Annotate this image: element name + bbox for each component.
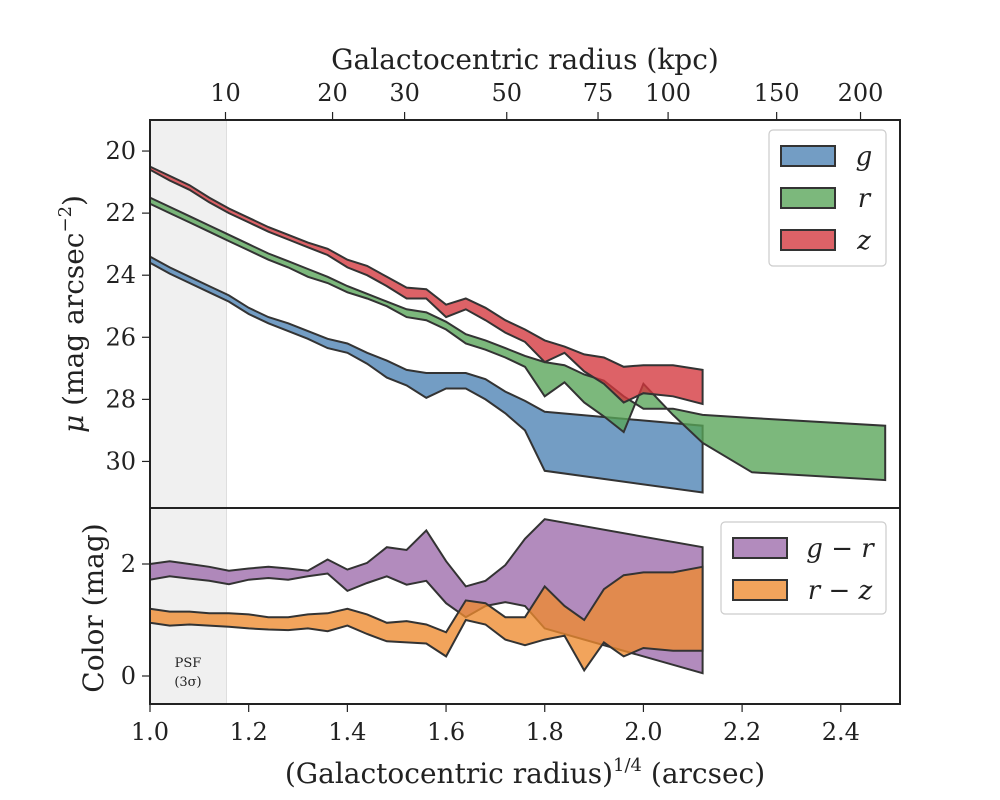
color-y-tick-label: 0 xyxy=(121,662,136,690)
x-tick-label: 2.4 xyxy=(822,718,860,746)
profile-legend: grz xyxy=(768,129,887,267)
top-tick-label: 30 xyxy=(389,79,420,107)
psf-label: PSF xyxy=(175,656,202,671)
color-y-tick-label: 2 xyxy=(121,550,136,578)
profile-legend-label: z xyxy=(856,226,871,256)
top-tick-label: 10 xyxy=(210,79,241,107)
x-tick-label: 1.8 xyxy=(526,718,564,746)
color-panel-frame xyxy=(149,507,901,705)
color-legend-label: g − r xyxy=(806,534,875,564)
profile-y-tick-label: 22 xyxy=(105,199,136,227)
profile-band-g xyxy=(149,254,704,494)
top-tick-label: 150 xyxy=(754,79,800,107)
profile-y-tick-label: 20 xyxy=(105,137,136,165)
color-band-rz xyxy=(149,565,704,673)
profile-legend-swatch xyxy=(780,229,836,251)
top-tick-label: 75 xyxy=(583,79,614,107)
profile-legend-label: r xyxy=(858,184,872,214)
psf-shaded-region-bottom xyxy=(150,508,227,704)
x-tick-label: 1.0 xyxy=(131,718,169,746)
psf-shaded-region-top xyxy=(150,120,227,508)
color-legend-swatch xyxy=(732,537,788,559)
profile-y-tick-label: 30 xyxy=(105,447,136,475)
color-legend: g − r r − z xyxy=(720,521,887,615)
axis-ticks: 1.0 1.2 1.4 1.6 1.8 2.0 2.2 2.410 20 30 50 75 100 150… xyxy=(105,79,883,746)
x-tick-label: 2.2 xyxy=(723,718,761,746)
profile-y-tick-label: 26 xyxy=(105,323,136,351)
x-tick-label: 1.6 xyxy=(427,718,465,746)
x-axis-label: (Galactocentric radius)1/4 (arcsec) xyxy=(285,755,765,790)
profile-legend-swatch xyxy=(780,145,836,167)
top-tick-label: 200 xyxy=(838,79,884,107)
top-axis-label: Galactocentric radius (kpc) xyxy=(331,43,719,76)
color-legend-label: r − z xyxy=(808,576,873,606)
profile-y-tick-label: 28 xyxy=(105,385,136,413)
top-tick-label: 50 xyxy=(491,79,522,107)
profile-band-r xyxy=(149,196,887,482)
psf-sigma-label: (3σ) xyxy=(174,675,201,690)
color-bands xyxy=(149,518,704,675)
color-legend-swatch xyxy=(732,579,788,601)
profile-y-tick-label: 24 xyxy=(105,261,136,289)
profile-legend-swatch xyxy=(780,187,836,209)
top-tick-label: 20 xyxy=(317,79,348,107)
color-y-axis-label: Color (mag) xyxy=(77,523,110,692)
profile-y-axis-label: μ (mag arcsec−2) xyxy=(55,195,90,433)
x-tick-label: 1.4 xyxy=(328,718,366,746)
top-tick-label: 100 xyxy=(645,79,691,107)
x-tick-label: 1.2 xyxy=(230,718,268,746)
x-tick-label: 2.0 xyxy=(624,718,662,746)
profile-bands xyxy=(149,165,887,494)
profile-legend-label: g xyxy=(856,142,873,172)
profile-band-z xyxy=(149,165,704,406)
color-band-gr xyxy=(149,518,704,675)
